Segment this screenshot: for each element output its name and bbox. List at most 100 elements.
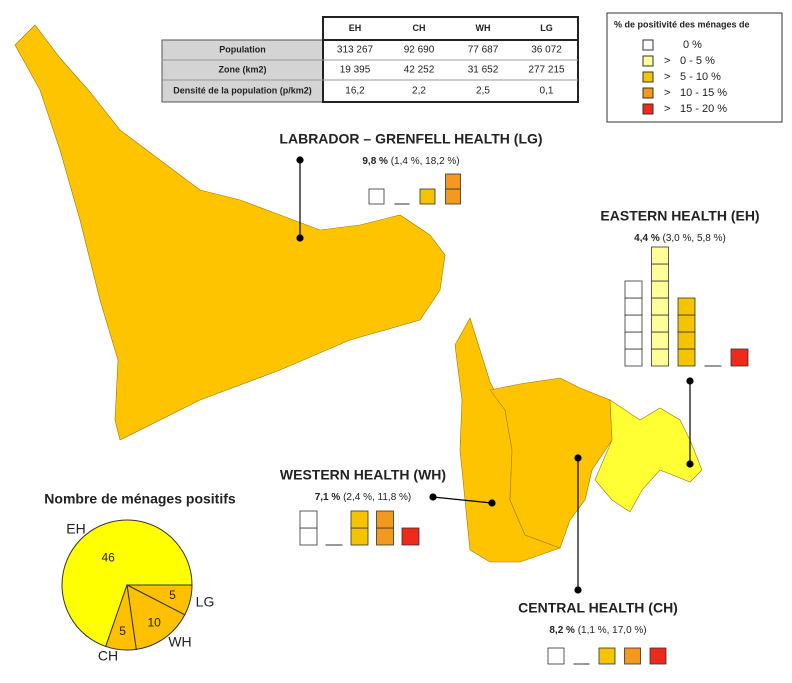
eastern-region [594, 399, 703, 513]
square [651, 263, 669, 282]
legend-symbol: > [664, 55, 670, 67]
table-header: EH [349, 23, 362, 33]
square [598, 647, 616, 665]
callout-dot [429, 493, 437, 501]
square [651, 280, 669, 299]
legend-swatch [642, 103, 654, 115]
square-stack [299, 510, 318, 546]
square-stack [624, 280, 643, 367]
square [677, 348, 696, 367]
region-rate-line: 7,1 % (2,4 %, 11,8 %) [315, 492, 412, 503]
legend-title: % de positivité des ménages de [614, 19, 750, 29]
legend-label: 0 % [683, 39, 702, 51]
region-interval: (2,4 %, 11,8 %) [343, 492, 411, 503]
region-name: EASTERN HEALTH (EH) [600, 208, 759, 224]
pie-category-label: LG [196, 594, 215, 610]
square-stack [368, 188, 385, 205]
square [419, 188, 436, 205]
region-name: CENTRAL HEALTH (CH) [518, 600, 678, 616]
legend-symbol: > [664, 87, 670, 99]
legend-box [606, 12, 783, 123]
region-rate: 7,1 % [315, 492, 341, 503]
square-stack [419, 188, 436, 205]
square [624, 348, 643, 367]
pie-category-label: CH [98, 648, 118, 664]
callouts [296, 156, 694, 594]
callout-dot [296, 156, 304, 164]
square [624, 647, 641, 665]
callout-dot [686, 460, 694, 468]
callout-line [432, 496, 493, 504]
square-stack [401, 527, 420, 546]
square-stack [624, 647, 641, 665]
square [651, 297, 669, 316]
square [299, 527, 318, 546]
square [376, 510, 394, 529]
square-stack [445, 173, 461, 205]
square-stack [677, 297, 696, 367]
pie-slice [61, 519, 193, 648]
legend-swatch [642, 87, 654, 99]
table-cell: 277 215 [528, 65, 565, 76]
table-cell: 0,1 [540, 86, 554, 97]
callout-dot [574, 586, 582, 594]
table-row-label: Densité de la population (p/km2) [173, 85, 312, 95]
square [651, 246, 669, 265]
square [299, 510, 318, 529]
table-label-bg [161, 39, 324, 103]
square [624, 331, 643, 350]
legend-swatch [642, 71, 654, 83]
region-rate-line: 4,4 % (3,0 %, 5,8 %) [634, 233, 726, 244]
square [445, 188, 461, 205]
table-body-bg [322, 39, 579, 103]
region-rate-line: 8,2 % (1,1 %, 17,0 %) [549, 625, 646, 636]
labrador-region [14, 24, 446, 441]
pie-value-label: 10 [147, 615, 161, 629]
pie-slice [126, 584, 186, 650]
table-cell: 2,2 [412, 86, 426, 97]
pie-category-label: EH [66, 521, 85, 537]
square [445, 173, 461, 190]
pie-category-label: WH [168, 634, 191, 650]
square [651, 348, 669, 367]
legend-label: 0 - 5 % [680, 55, 715, 67]
table-cell: 19 395 [340, 65, 371, 76]
table-header: CH [413, 23, 426, 33]
callout-dot [488, 499, 496, 507]
table-header: WH [476, 23, 491, 33]
callout-dot [574, 454, 582, 462]
region-rate: 9,8 % [362, 156, 388, 167]
legend-label: 5 - 10 % [680, 71, 721, 83]
region-name: LABRADOR – GRENFELL HEALTH (LG) [279, 131, 542, 147]
square [350, 527, 369, 546]
region-rate: 4,4 % [634, 233, 660, 244]
square [401, 527, 420, 546]
square [677, 297, 696, 316]
square-stack [649, 647, 667, 665]
pie-value-label: 5 [119, 624, 126, 638]
square-stack [376, 510, 394, 546]
square [376, 527, 394, 546]
square-stack [651, 246, 669, 367]
legend-swatch [642, 55, 654, 67]
legend-symbol: > [664, 71, 670, 83]
table-row-label: Zone (km2) [218, 64, 266, 74]
square [624, 297, 643, 316]
square [350, 510, 369, 529]
region-rate: 8,2 % [549, 625, 575, 636]
legend-label: 10 - 15 % [680, 87, 727, 99]
region-interval: (1,4 %, 18,2 %) [391, 156, 460, 167]
table-cell: 92 690 [404, 45, 435, 56]
region-interval: (3,0 %, 5,8 %) [663, 233, 726, 244]
square [677, 314, 696, 333]
region-rate-line: 9,8 % (1,4 %, 18,2 %) [362, 156, 459, 167]
table-row-label: Population [219, 44, 266, 54]
central-region [489, 377, 613, 549]
table-cell: 77 687 [468, 45, 499, 56]
region-name: WESTERN HEALTH (WH) [280, 467, 446, 483]
table-header: LG [540, 23, 553, 33]
square-stack [350, 510, 369, 546]
callout-dot [296, 234, 304, 242]
table-cell: 313 267 [337, 45, 374, 56]
